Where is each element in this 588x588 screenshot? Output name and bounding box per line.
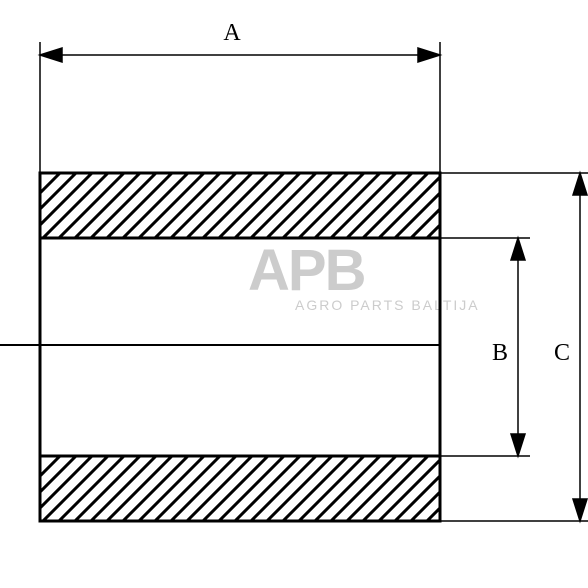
dim-a-label: A bbox=[223, 20, 241, 46]
watermark: APB AGRO PARTS BALTIJA bbox=[248, 238, 480, 313]
hatch-bottom bbox=[0, 456, 524, 556]
dim-c-label: C bbox=[554, 340, 570, 366]
technical-drawing: APB AGRO PARTS BALTIJA bbox=[0, 0, 588, 588]
dim-b-label: B bbox=[492, 340, 508, 366]
watermark-tagline: AGRO PARTS BALTIJA bbox=[295, 297, 480, 313]
watermark-logo: APB bbox=[248, 238, 365, 303]
dimension-b bbox=[440, 238, 530, 456]
dimension-a bbox=[40, 42, 440, 173]
